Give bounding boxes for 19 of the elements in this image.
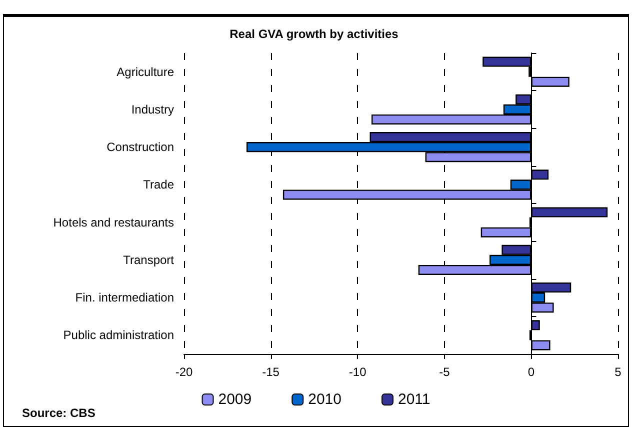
x-tick-label: -15 (262, 365, 280, 379)
chart-title: Real GVA growth by activities (230, 27, 399, 41)
legend-label: 2009 (218, 391, 252, 408)
y-tick-label: Trade (143, 178, 174, 192)
x-tick-label: -5 (439, 365, 450, 379)
source-note: Source: CBS (22, 406, 96, 420)
x-tick-label: 0 (528, 365, 535, 379)
legend-label: 2010 (308, 391, 342, 408)
legend-label: 2011 (398, 391, 430, 408)
x-tick-label: -10 (348, 365, 367, 379)
y-tick-label: Fin. intermediation (75, 290, 174, 305)
y-tick-label: Industry (131, 102, 174, 116)
y-tick-label: Construction (106, 140, 174, 154)
y-tick-label: Hotels and restaurants (53, 215, 174, 230)
x-tick-label: 5 (614, 365, 622, 379)
y-tick-label: Public administration (63, 328, 174, 342)
y-tick-label: Transport (123, 252, 175, 267)
y-tick-label: Agriculture (116, 64, 174, 79)
x-tick-label: -20 (175, 365, 193, 379)
